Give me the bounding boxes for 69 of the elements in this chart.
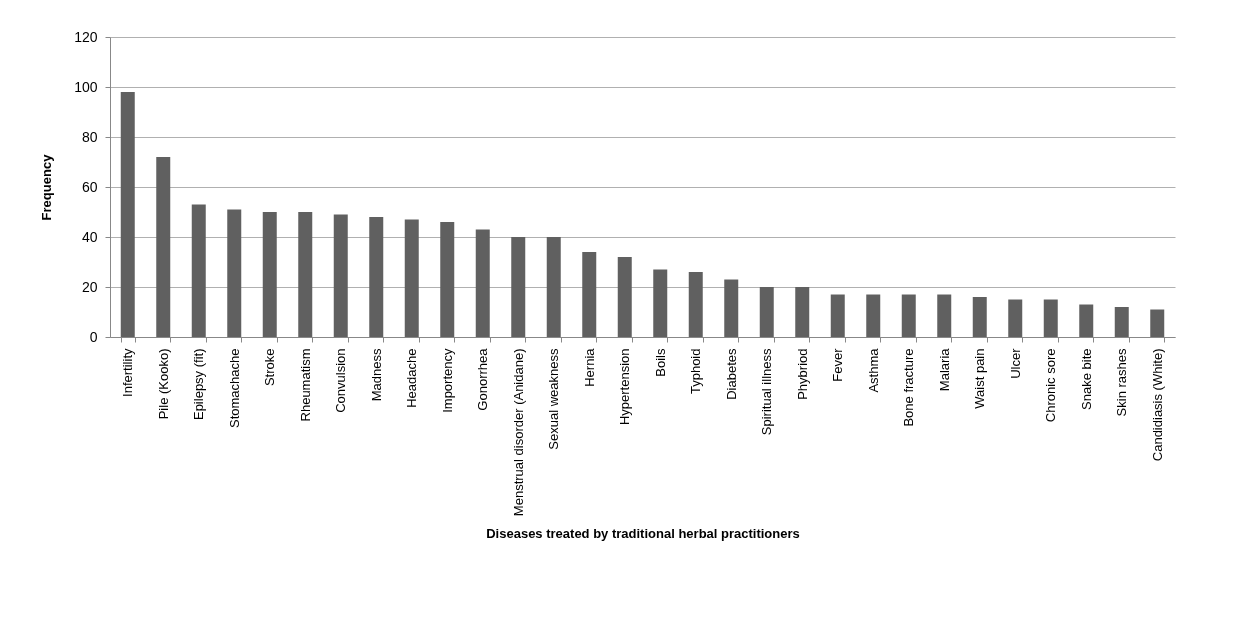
- x-tick-label: Convulsion: [333, 348, 349, 413]
- bar: [440, 222, 455, 337]
- bar: [227, 209, 242, 337]
- bar: [759, 287, 774, 337]
- x-tick-label: Chronic sore: [1043, 348, 1059, 423]
- x-tick-label: Skin rashes: [1114, 348, 1130, 417]
- bar: [120, 92, 135, 337]
- y-tick-label: 100: [74, 78, 98, 95]
- x-tick-label: Phybriod: [794, 348, 810, 400]
- bar: [369, 217, 384, 337]
- bar: [1008, 299, 1023, 337]
- bar: [262, 212, 277, 337]
- x-tick-label: Malaria: [936, 347, 952, 392]
- x-tick-label: Sexual weakness: [546, 348, 562, 450]
- x-tick-label: Ulcer: [1007, 347, 1023, 379]
- x-tick-label: Snake bite: [1078, 348, 1094, 410]
- x-tick-label: Asthma: [865, 347, 881, 393]
- bar: [546, 237, 561, 337]
- x-tick-label: Menstrual disorder (Anidane): [510, 348, 526, 517]
- bar: [298, 212, 313, 337]
- bar: [830, 294, 845, 337]
- x-tick-label: Rheumatism: [297, 348, 313, 422]
- x-tick-label: Madness: [368, 348, 384, 402]
- x-tick-label: Diabetes: [723, 348, 739, 400]
- bar: [795, 287, 810, 337]
- x-tick-label: Headache: [404, 348, 420, 408]
- y-tick-label: 80: [81, 128, 98, 145]
- y-tick-label: 20: [81, 278, 98, 295]
- y-tick-label: 60: [81, 178, 98, 195]
- x-tick-label: Gonorrhea: [475, 347, 491, 411]
- bar: [1150, 309, 1165, 337]
- bar: [901, 294, 916, 337]
- bar: [1043, 299, 1058, 337]
- x-tick-label: Hypertension: [617, 348, 633, 426]
- bar: [582, 252, 597, 337]
- x-tick-label: Spiritual illness: [759, 348, 775, 436]
- x-tick-label: Importency: [439, 348, 455, 413]
- x-tick-label: Candidiasis (White): [1149, 348, 1165, 462]
- x-tick-label: Infertility: [120, 348, 136, 397]
- bar: [617, 257, 632, 337]
- x-tick-label: Bone fracture: [901, 348, 917, 427]
- x-tick-label: Typhoid: [688, 348, 704, 395]
- bar: [1114, 307, 1129, 337]
- x-tick-label: Epilepsy (fit): [191, 348, 207, 421]
- bar: [866, 294, 881, 337]
- y-tick-label: 0: [89, 328, 98, 345]
- y-axis-title: Frequency: [39, 153, 55, 221]
- x-tick-label: Waist pain: [972, 348, 988, 409]
- bar: [688, 272, 703, 337]
- bar: [404, 219, 419, 337]
- bar: [937, 294, 952, 337]
- bar: [475, 229, 490, 337]
- y-tick-label: 120: [74, 28, 98, 45]
- x-tick-label: Pile (Kooko): [155, 348, 171, 420]
- bar: [156, 157, 171, 337]
- bar: [511, 237, 526, 337]
- bar: [724, 279, 739, 337]
- bar: [653, 269, 668, 337]
- x-tick-label: Stroke: [262, 348, 278, 387]
- y-tick-label: 40: [81, 228, 98, 245]
- x-tick-label: Boils: [652, 348, 668, 377]
- x-tick-label: Hernia: [581, 347, 597, 387]
- x-axis-title: Diseases treated by traditional herbal practitioners: [486, 526, 800, 542]
- bar: [1079, 304, 1094, 337]
- bar: [191, 204, 206, 337]
- x-tick-label: Stomachache: [226, 348, 242, 428]
- x-tick-label: Fever: [830, 347, 846, 382]
- bar: [972, 297, 987, 337]
- bar: [333, 214, 348, 337]
